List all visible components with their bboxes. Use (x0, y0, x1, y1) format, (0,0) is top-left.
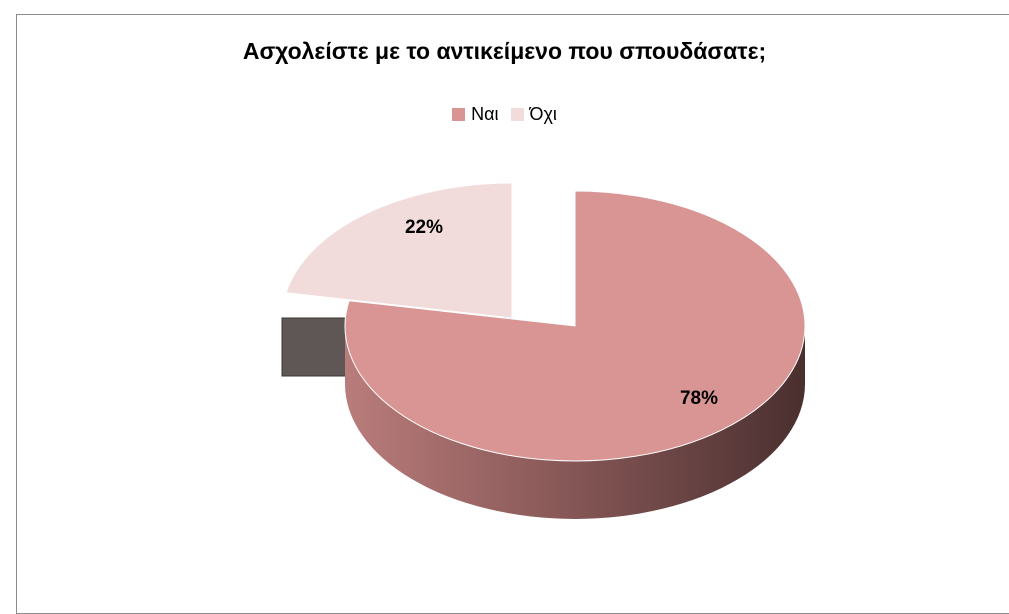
legend-item-yes: Ναι (452, 104, 499, 125)
chart-title: Ασχολείστε με το αντικείμενο που σπουδάσ… (242, 38, 767, 64)
data-label-no: 22% (405, 217, 443, 238)
pie-chart: 78% 22% (281, 182, 806, 519)
slice-yes-side (345, 326, 805, 519)
legend-item-no: Όχι (510, 104, 557, 125)
slice-yes (344, 190, 806, 462)
legend-swatch-yes (452, 108, 466, 121)
legend-label-no: Όχι (529, 104, 557, 124)
legend-label-yes: Ναι (471, 104, 499, 124)
legend-swatch-no (510, 108, 524, 121)
data-label-yes: 78% (680, 388, 718, 409)
chart-legend: Ναι Όχι (0, 104, 1009, 125)
slice-no (285, 182, 513, 319)
